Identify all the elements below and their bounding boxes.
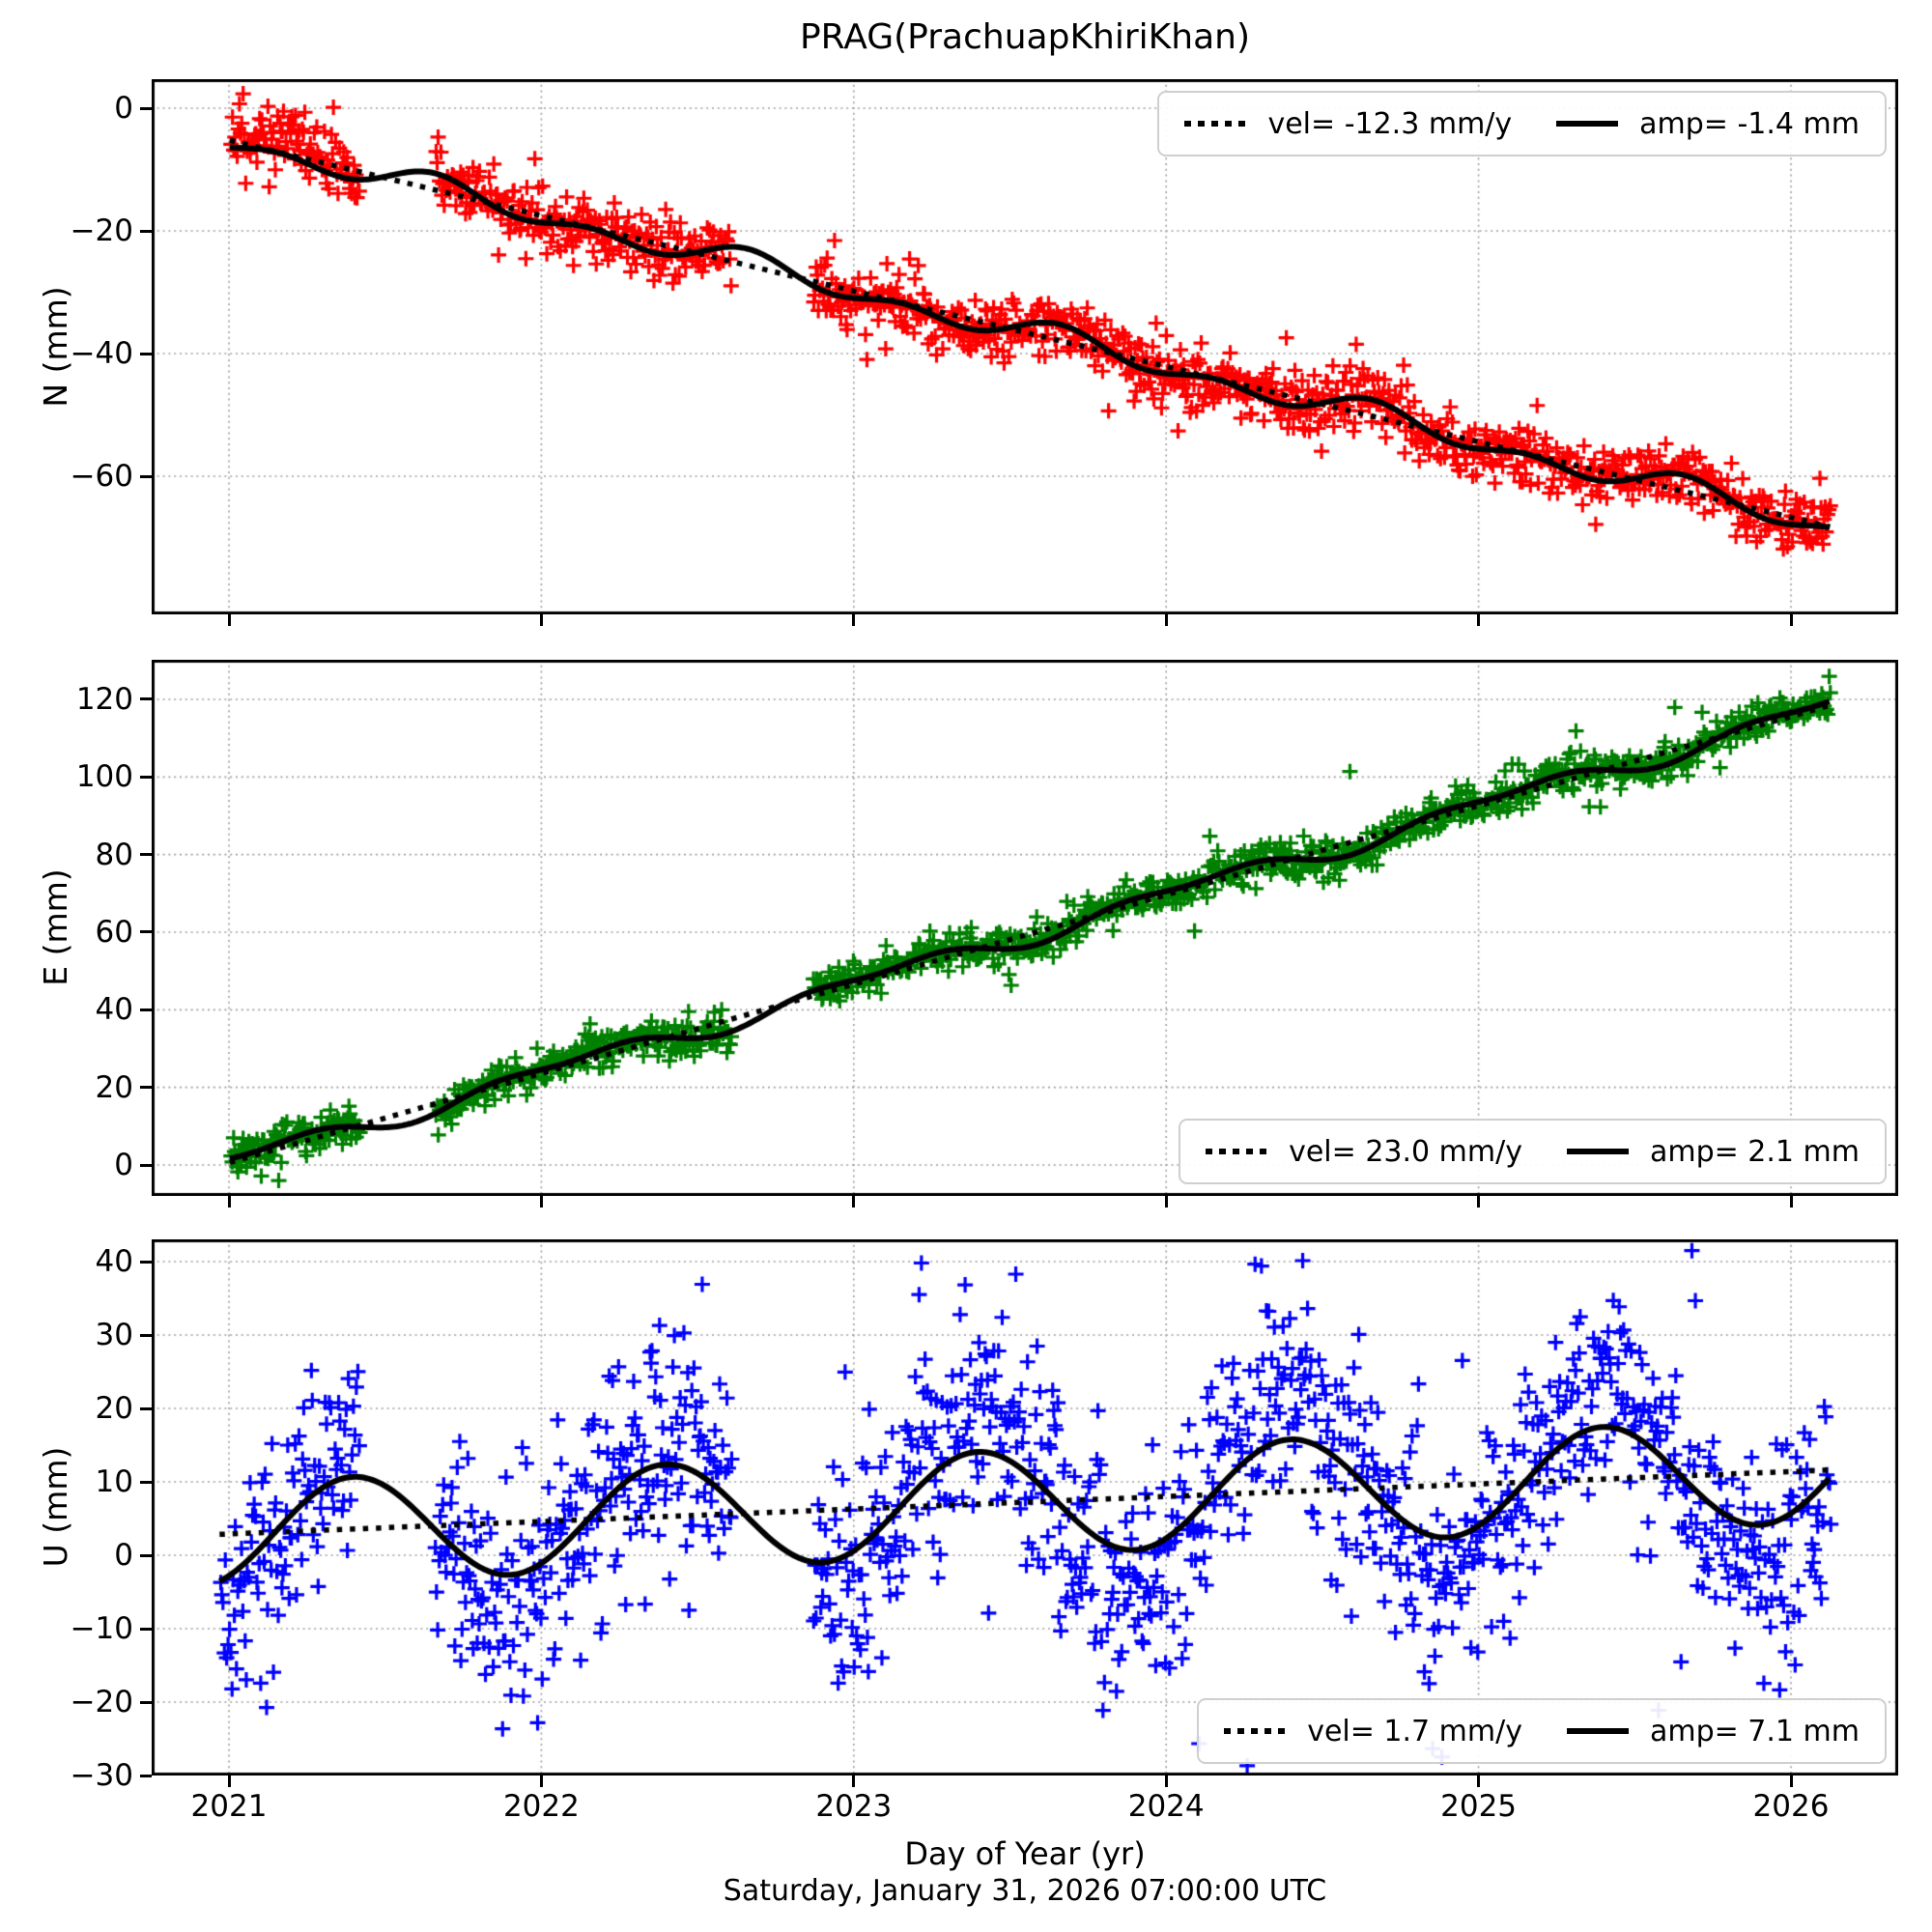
- x-tick-mark: [1477, 1196, 1481, 1208]
- y-tick-mark: [140, 229, 152, 233]
- y-tick-label: 0: [114, 1148, 133, 1182]
- x-tick-label: 2025: [1440, 1789, 1518, 1824]
- y-tick-mark: [140, 1163, 152, 1167]
- plot-area-n: vel= -12.3 mm/y amp= -1.4 mm: [152, 79, 1898, 614]
- x-tick-mark: [1789, 1196, 1793, 1208]
- x-axis-label: Day of Year (yr): [904, 1835, 1146, 1872]
- y-tick-label: 120: [75, 681, 133, 717]
- y-tick-mark: [140, 1260, 152, 1264]
- x-tick-label: 2022: [502, 1789, 580, 1824]
- y-tick-mark: [140, 775, 152, 779]
- dotted-line-sample: [1184, 121, 1247, 127]
- y-tick-label: −20: [70, 213, 133, 248]
- legend-vel-label-u: vel= 1.7 mm/y: [1307, 1714, 1522, 1748]
- x-tick-mark: [1164, 1196, 1168, 1208]
- legend-vel-label-e: vel= 23.0 mm/y: [1289, 1134, 1522, 1169]
- y-tick-label: 10: [95, 1464, 133, 1499]
- x-tick-mark: [852, 1196, 856, 1208]
- y-tick-mark: [140, 1086, 152, 1090]
- y-tick-mark: [140, 1553, 152, 1557]
- y-tick-label: −60: [70, 459, 133, 494]
- x-tick-mark: [1477, 1776, 1481, 1787]
- y-tick-label: 40: [95, 1244, 133, 1279]
- x-tick-mark: [539, 1776, 543, 1787]
- y-tick-label: 0: [114, 1538, 133, 1573]
- x-tick-label: 2021: [190, 1789, 268, 1824]
- y-tick-mark: [140, 352, 152, 355]
- footer-timestamp: Saturday, January 31, 2026 07:00:00 UTC: [723, 1874, 1327, 1908]
- y-tick-mark: [140, 1774, 152, 1777]
- legend-amp-label-n: amp= -1.4 mm: [1639, 106, 1860, 141]
- y-tick-mark: [140, 1627, 152, 1631]
- x-tick-mark: [227, 1776, 231, 1787]
- x-tick-mark: [1477, 614, 1481, 626]
- solid-line-sample: [1566, 1728, 1629, 1734]
- y-tick-mark: [140, 1333, 152, 1337]
- x-tick-mark: [227, 614, 231, 626]
- x-tick-label: 2024: [1127, 1789, 1205, 1824]
- y-tick-label: −30: [70, 1758, 133, 1793]
- y-tick-label: −20: [70, 1685, 133, 1719]
- x-tick-mark: [1789, 614, 1793, 626]
- plot-area-e: vel= 23.0 mm/y amp= 2.1 mm: [152, 660, 1898, 1196]
- legend-vel-label-n: vel= -12.3 mm/y: [1267, 106, 1513, 141]
- y-tick-label: 80: [95, 837, 133, 872]
- legend-e: vel= 23.0 mm/y amp= 2.1 mm: [1179, 1119, 1887, 1184]
- dotted-line-sample: [1224, 1728, 1287, 1734]
- y-tick-mark: [140, 853, 152, 857]
- x-tick-mark: [1164, 1776, 1168, 1787]
- u-scatter-canvas: [152, 1239, 1898, 1776]
- x-tick-mark: [852, 1776, 856, 1787]
- y-tick-mark: [140, 1700, 152, 1704]
- x-tick-mark: [1789, 1776, 1793, 1787]
- y-tick-label: 30: [95, 1318, 133, 1352]
- figure-title: PRAG(PrachuapKhiriKhan): [799, 17, 1251, 57]
- legend-u: vel= 1.7 mm/y amp= 7.1 mm: [1197, 1698, 1887, 1764]
- plot-area-u: vel= 1.7 mm/y amp= 7.1 mm: [152, 1239, 1898, 1776]
- solid-line-sample: [1556, 121, 1619, 127]
- dotted-line-sample: [1206, 1149, 1268, 1154]
- y-tick-mark: [140, 930, 152, 934]
- y-tick-label: 100: [75, 759, 133, 795]
- e-scatter-canvas: [152, 660, 1898, 1196]
- y-tick-label: −40: [70, 336, 133, 371]
- x-tick-mark: [1164, 614, 1168, 626]
- y-tick-label: 20: [95, 1391, 133, 1426]
- y-tick-mark: [140, 697, 152, 701]
- x-tick-mark: [227, 1196, 231, 1208]
- y-tick-label: 60: [95, 914, 133, 950]
- y-tick-label: 40: [95, 992, 133, 1028]
- y-tick-mark: [140, 1008, 152, 1011]
- y-tick-mark: [140, 474, 152, 478]
- y-tick-mark: [140, 106, 152, 110]
- x-tick-mark: [852, 614, 856, 626]
- y-tick-mark: [140, 1406, 152, 1410]
- x-tick-label: 2026: [1752, 1789, 1830, 1824]
- legend-amp-label-e: amp= 2.1 mm: [1649, 1134, 1860, 1169]
- y-tick-label: −10: [70, 1611, 133, 1646]
- legend-amp-label-u: amp= 7.1 mm: [1649, 1714, 1860, 1748]
- y-tick-label: 0: [114, 91, 133, 126]
- solid-line-sample: [1566, 1149, 1629, 1154]
- y-tick-mark: [140, 1480, 152, 1484]
- x-tick-mark: [539, 1196, 543, 1208]
- x-tick-mark: [539, 614, 543, 626]
- y-tick-label: 20: [95, 1069, 133, 1105]
- x-tick-label: 2023: [815, 1789, 893, 1824]
- legend-n: vel= -12.3 mm/y amp= -1.4 mm: [1157, 91, 1887, 156]
- n-scatter-canvas: [152, 79, 1898, 614]
